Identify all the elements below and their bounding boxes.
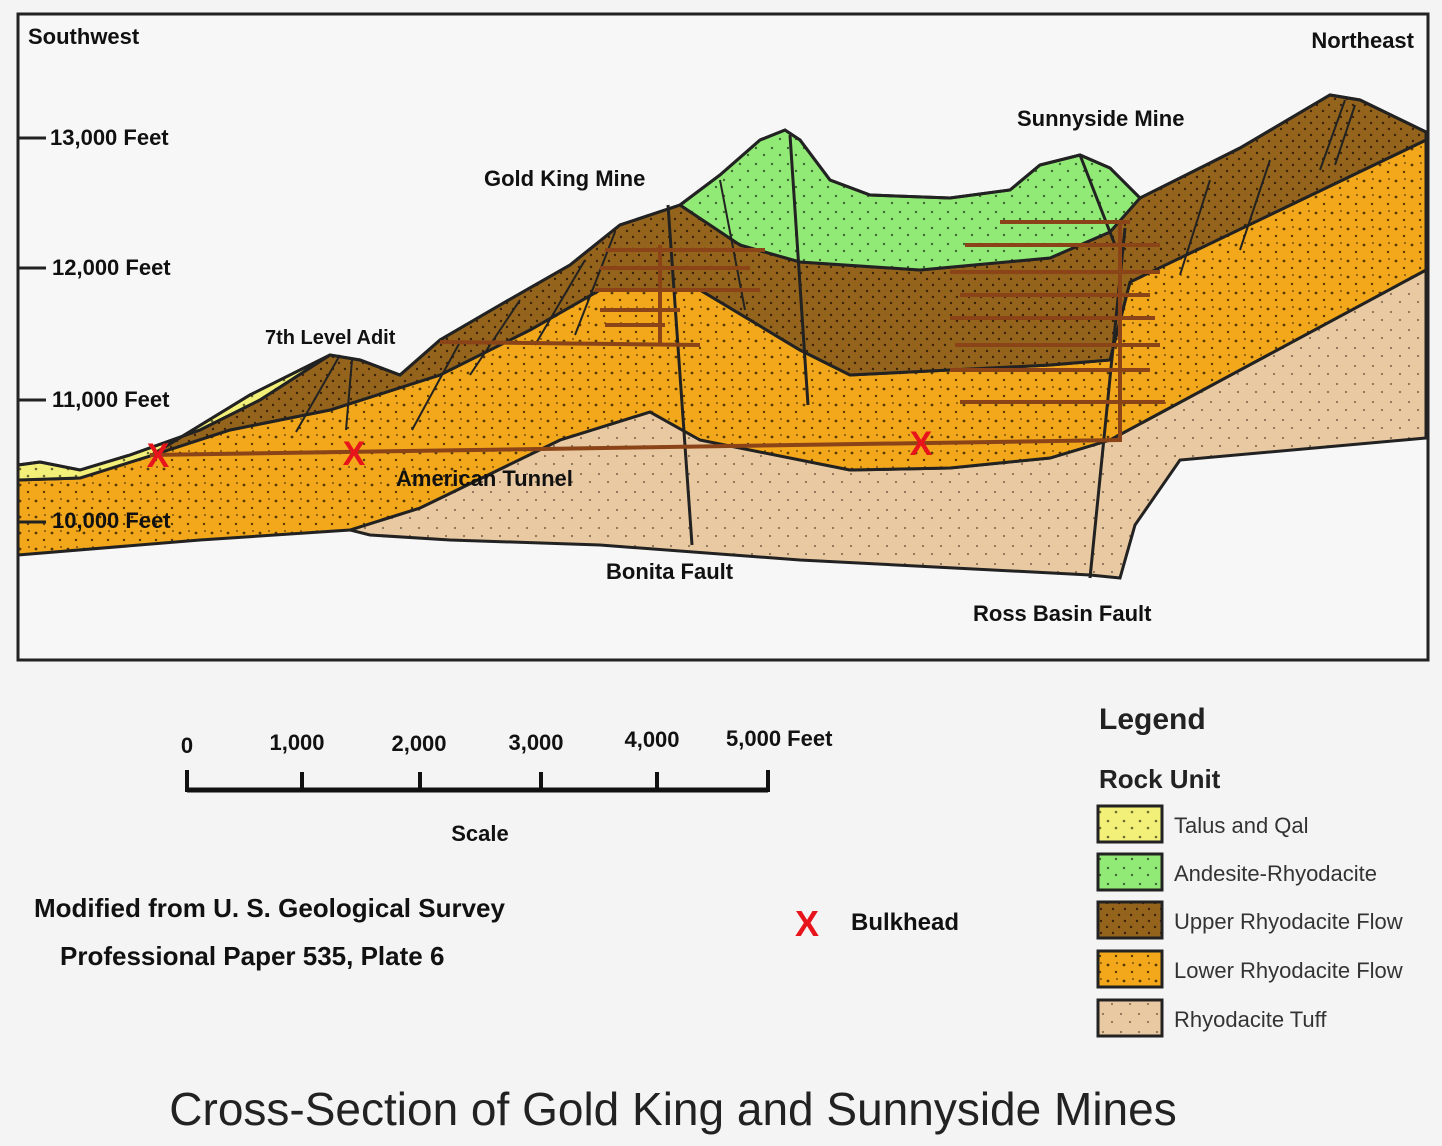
elevation-label-12000: 12,000 Feet bbox=[52, 255, 171, 280]
legend-swatch-talus bbox=[1096, 804, 1164, 844]
bulkhead-marker: X bbox=[343, 435, 366, 473]
scale-tick-label: 1,000 bbox=[269, 730, 324, 755]
scale-label: Scale bbox=[451, 821, 509, 846]
legend-label-tuff: Rhyodacite Tuff bbox=[1174, 1007, 1327, 1032]
source-line-1: Modified from U. S. Geological Survey bbox=[34, 893, 506, 923]
direction-southwest: Southwest bbox=[28, 24, 140, 49]
legend: Legend Rock Unit Talus and Qal Andesite-… bbox=[1096, 703, 1403, 1038]
legend-subtitle: Rock Unit bbox=[1099, 764, 1221, 794]
figure-caption: Cross-Section of Gold King and Sunnyside… bbox=[169, 1083, 1176, 1135]
legend-label-andesite: Andesite-Rhyodacite bbox=[1174, 861, 1377, 886]
scale-bar: 0 1,000 2,000 3,000 4,000 5,000 Feet Sca… bbox=[181, 726, 833, 846]
direction-northeast: Northeast bbox=[1311, 28, 1414, 53]
ross-basin-fault-label: Ross Basin Fault bbox=[973, 601, 1152, 626]
legend-swatch-andesite bbox=[1096, 852, 1164, 892]
bonita-fault-line bbox=[666, 204, 694, 546]
scale-tick-label: 5,000 Feet bbox=[726, 726, 833, 751]
elevation-label-13000: 13,000 Feet bbox=[50, 125, 169, 150]
mine-workings bbox=[149, 220, 1165, 457]
seventh-level-adit-line bbox=[439, 340, 701, 347]
elevation-label-10000: 10,000 Feet bbox=[52, 508, 171, 533]
legend-title: Legend bbox=[1099, 703, 1206, 736]
american-tunnel-line bbox=[149, 438, 1121, 457]
legend-label-lower-flow: Lower Rhyodacite Flow bbox=[1174, 958, 1403, 983]
legend-label-upper-flow: Upper Rhyodacite Flow bbox=[1174, 909, 1403, 934]
gold-king-mine-label: Gold King Mine bbox=[484, 166, 645, 191]
scale-tick-label: 0 bbox=[181, 733, 193, 758]
sunnyside-mine-label: Sunnyside Mine bbox=[1017, 106, 1184, 131]
legend-swatch-upper-flow bbox=[1096, 900, 1164, 940]
legend-swatch-tuff bbox=[1096, 998, 1164, 1038]
scale-tick-label: 2,000 bbox=[391, 731, 446, 756]
fault-line bbox=[1078, 154, 1117, 246]
elevation-label-11000: 11,000 Feet bbox=[52, 387, 170, 412]
elevation-scale bbox=[18, 136, 46, 524]
seventh-level-adit-label: 7th Level Adit bbox=[265, 327, 396, 349]
bulkhead-key-symbol: X bbox=[795, 903, 819, 944]
bulkhead-marker: X bbox=[910, 425, 933, 463]
legend-swatch-lower-flow bbox=[1096, 949, 1164, 989]
american-tunnel-label: American Tunnel bbox=[396, 466, 573, 491]
bonita-fault-label: Bonita Fault bbox=[606, 559, 734, 584]
source-line-2: Professional Paper 535, Plate 6 bbox=[60, 941, 444, 971]
legend-label-talus: Talus and Qal bbox=[1174, 813, 1309, 838]
bulkhead-key-label: Bulkhead bbox=[851, 909, 959, 936]
fault-line bbox=[788, 134, 810, 406]
bulkhead-markers: X X X bbox=[147, 425, 933, 475]
scale-tick-label: 4,000 bbox=[624, 727, 679, 752]
bulkhead-marker: X bbox=[147, 437, 170, 475]
scale-tick-label: 3,000 bbox=[508, 730, 563, 755]
